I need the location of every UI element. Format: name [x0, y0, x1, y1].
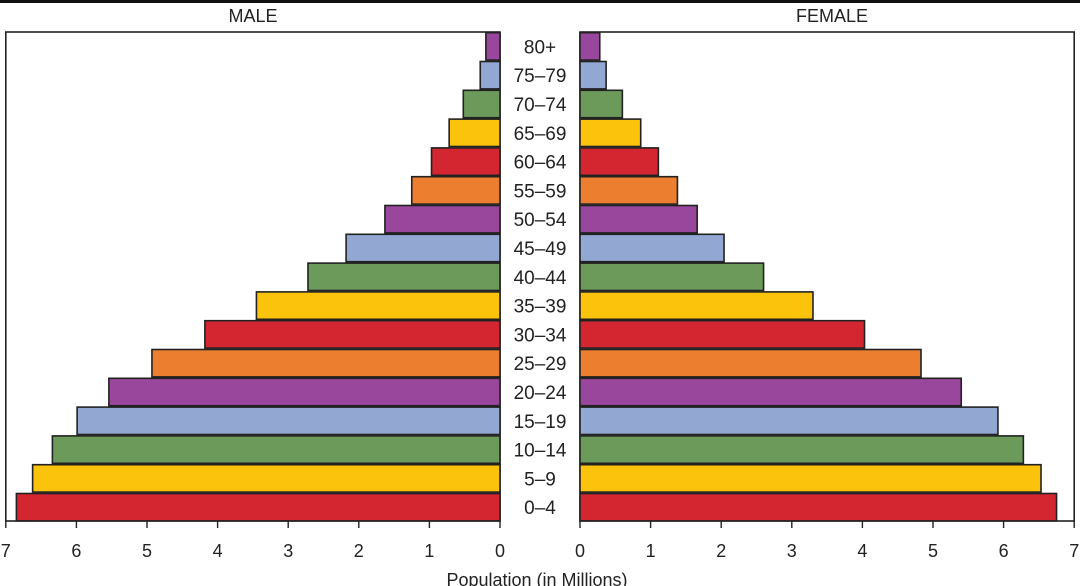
- female-tick-label-7: 7: [1069, 541, 1079, 561]
- male-bar-30-34: [204, 319, 501, 349]
- male-bar-60-64: [430, 147, 501, 177]
- male-bar-10-14: [51, 435, 501, 465]
- male-bar-20-24: [108, 377, 501, 407]
- female-bar-45-49: [579, 233, 725, 263]
- age-label-80: 80+: [524, 37, 556, 58]
- age-label-35-39: 35–39: [514, 297, 567, 318]
- female-tick-label-1: 1: [646, 541, 656, 561]
- female-tick-label-4: 4: [857, 541, 867, 561]
- female-bar-10-14: [579, 435, 1025, 465]
- female-bar-80: [579, 31, 601, 61]
- female-bar-15-19: [579, 406, 999, 436]
- female-panel-title: FEMALE: [796, 6, 868, 26]
- age-label-50-54: 50–54: [514, 210, 567, 231]
- male-bar-45-49: [345, 233, 501, 263]
- female-bar-65-69: [579, 118, 642, 148]
- age-label-55-59: 55–59: [514, 181, 567, 202]
- x-axis-label: Population (in Millions): [446, 570, 627, 586]
- age-label-15-19: 15–19: [514, 412, 567, 433]
- female-bar-30-34: [579, 319, 866, 349]
- male-bar-25-29: [151, 348, 501, 378]
- male-bar-80: [485, 31, 501, 61]
- age-label-65-69: 65–69: [514, 124, 567, 145]
- male-panel-title: MALE: [228, 6, 277, 26]
- age-label-10-14: 10–14: [514, 441, 567, 462]
- female-bar-25-29: [579, 348, 922, 378]
- male-tick-label-5: 5: [142, 541, 152, 561]
- female-bar-35-39: [579, 291, 814, 321]
- female-bar-60-64: [579, 147, 660, 177]
- top-rule: [0, 0, 1080, 3]
- male-tick-label-0: 0: [495, 541, 505, 561]
- age-label-40-44: 40–44: [514, 268, 567, 289]
- female-bar-20-24: [579, 377, 963, 407]
- male-bar-50-54: [384, 204, 501, 234]
- female-bar-5-9: [579, 463, 1042, 493]
- male-bar-5-9: [31, 463, 501, 493]
- male-tick-label-2: 2: [354, 541, 364, 561]
- male-tick-label-7: 7: [1, 541, 11, 561]
- female-tick-label-5: 5: [928, 541, 938, 561]
- age-label-20-24: 20–24: [514, 383, 567, 404]
- age-label-5-9: 5–9: [524, 469, 556, 490]
- female-tick-label-3: 3: [787, 541, 797, 561]
- male-tick-label-4: 4: [213, 541, 223, 561]
- female-tick-label-0: 0: [575, 541, 585, 561]
- male-bar-0-4: [15, 492, 501, 522]
- female-tick-label-6: 6: [999, 541, 1009, 561]
- male-bar-70-74: [462, 89, 501, 119]
- female-tick-label-2: 2: [716, 541, 726, 561]
- age-label-60-64: 60–64: [514, 153, 567, 174]
- age-label-75-79: 75–79: [514, 66, 567, 87]
- male-tick-label-6: 6: [71, 541, 81, 561]
- age-label-30-34: 30–34: [514, 325, 567, 346]
- male-bar-40-44: [307, 262, 501, 292]
- male-tick-label-3: 3: [283, 541, 293, 561]
- female-bar-55-59: [579, 175, 679, 205]
- male-tick-label-1: 1: [424, 541, 434, 561]
- age-label-0-4: 0–4: [524, 498, 556, 519]
- age-label-25-29: 25–29: [514, 354, 567, 375]
- male-bar-55-59: [410, 175, 501, 205]
- female-bar-40-44: [579, 262, 765, 292]
- male-bar-75-79: [479, 60, 501, 90]
- female-bar-0-4: [579, 492, 1058, 522]
- male-bar-35-39: [255, 291, 501, 321]
- female-bar-70-74: [579, 89, 624, 119]
- male-bar-65-69: [448, 118, 501, 148]
- male-bar-15-19: [76, 406, 501, 436]
- age-label-70-74: 70–74: [514, 95, 567, 116]
- female-bar-50-54: [579, 204, 698, 234]
- age-label-45-49: 45–49: [514, 239, 567, 260]
- female-bar-75-79: [579, 60, 607, 90]
